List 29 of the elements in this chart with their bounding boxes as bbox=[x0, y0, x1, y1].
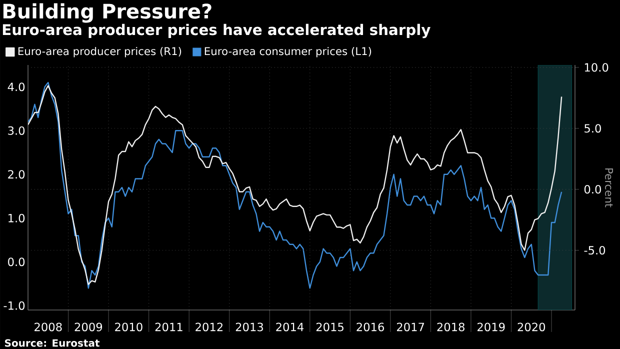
x-tick-label: 2012 bbox=[196, 322, 223, 332]
x-tick-label: 2010 bbox=[115, 322, 142, 332]
y2-tick-label: -5.0 bbox=[584, 246, 606, 255]
y-tick-label: 0.0 bbox=[8, 258, 25, 266]
y-tick-label: 2.0 bbox=[8, 170, 25, 179]
y2-axis-title: Percent bbox=[605, 168, 613, 208]
legend-label: Euro-area consumer prices (L1) bbox=[204, 46, 372, 58]
x-tick-label: 2020 bbox=[518, 322, 546, 332]
y-tick-label: 4.0 bbox=[8, 82, 25, 92]
chart-subtitle: Euro-area producer prices have accelerated sharply bbox=[2, 24, 430, 38]
x-tick-label: 2011 bbox=[155, 322, 182, 332]
y-tick-label: -1.0 bbox=[4, 301, 25, 310]
y-tick-label: 3.0 bbox=[8, 126, 25, 135]
x-tick-label: 2013 bbox=[236, 322, 263, 332]
source-note: Source: Eurostat bbox=[4, 339, 100, 347]
legend-label: Euro-area producer prices (R1) bbox=[18, 46, 182, 58]
y2-tick-label: 0.0 bbox=[584, 185, 601, 194]
x-tick-label: 2008 bbox=[34, 322, 62, 332]
x-tick-label: 2014 bbox=[276, 322, 304, 332]
x-tick-label: 2018 bbox=[437, 322, 464, 332]
y2-tick-label: 5.0 bbox=[584, 124, 601, 133]
x-tick-label: 2015 bbox=[316, 322, 344, 332]
y2-tick-label: 10.0 bbox=[584, 63, 608, 72]
x-tick-label: 2019 bbox=[478, 322, 505, 332]
x-tick-label: 2016 bbox=[356, 322, 384, 332]
y-tick-label: 1.0 bbox=[8, 214, 25, 222]
x-tick-label: 2009 bbox=[74, 322, 102, 332]
chart-title: Building Pressure? bbox=[3, 3, 212, 23]
x-tick-label: 2017 bbox=[396, 322, 424, 332]
